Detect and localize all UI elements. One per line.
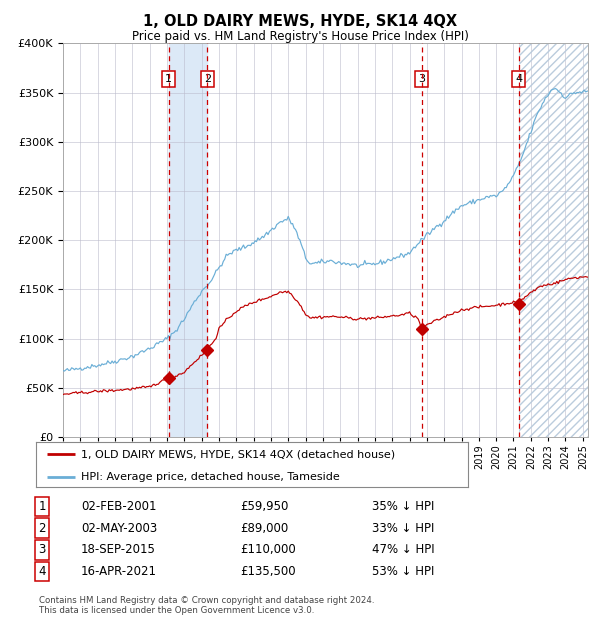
- Text: Price paid vs. HM Land Registry's House Price Index (HPI): Price paid vs. HM Land Registry's House …: [131, 30, 469, 43]
- Text: 18-SEP-2015: 18-SEP-2015: [81, 544, 156, 556]
- Bar: [169, 43, 208, 437]
- Text: 02-FEB-2001: 02-FEB-2001: [81, 500, 157, 513]
- Text: 1, OLD DAIRY MEWS, HYDE, SK14 4QX: 1, OLD DAIRY MEWS, HYDE, SK14 4QX: [143, 14, 457, 29]
- Bar: [518, 43, 596, 437]
- Text: 02-MAY-2003: 02-MAY-2003: [81, 522, 157, 534]
- Text: 33% ↓ HPI: 33% ↓ HPI: [372, 522, 434, 534]
- Text: 47% ↓ HPI: 47% ↓ HPI: [372, 544, 434, 556]
- Text: 2: 2: [38, 522, 46, 534]
- Text: 1, OLD DAIRY MEWS, HYDE, SK14 4QX (detached house): 1, OLD DAIRY MEWS, HYDE, SK14 4QX (detac…: [82, 449, 395, 459]
- Text: 2: 2: [204, 74, 211, 84]
- Text: Contains HM Land Registry data © Crown copyright and database right 2024.
This d: Contains HM Land Registry data © Crown c…: [39, 596, 374, 615]
- Text: 53% ↓ HPI: 53% ↓ HPI: [372, 565, 434, 578]
- Text: £110,000: £110,000: [240, 544, 296, 556]
- Text: 1: 1: [38, 500, 46, 513]
- Text: 35% ↓ HPI: 35% ↓ HPI: [372, 500, 434, 513]
- Text: 1: 1: [165, 74, 172, 84]
- Bar: [518, 43, 596, 437]
- Text: HPI: Average price, detached house, Tameside: HPI: Average price, detached house, Tame…: [82, 472, 340, 482]
- Text: 4: 4: [515, 74, 522, 84]
- Text: 3: 3: [38, 544, 46, 556]
- Text: £59,950: £59,950: [240, 500, 289, 513]
- Text: 4: 4: [38, 565, 46, 578]
- Text: £135,500: £135,500: [240, 565, 296, 578]
- Text: 3: 3: [418, 74, 425, 84]
- Text: 16-APR-2021: 16-APR-2021: [81, 565, 157, 578]
- Text: £89,000: £89,000: [240, 522, 288, 534]
